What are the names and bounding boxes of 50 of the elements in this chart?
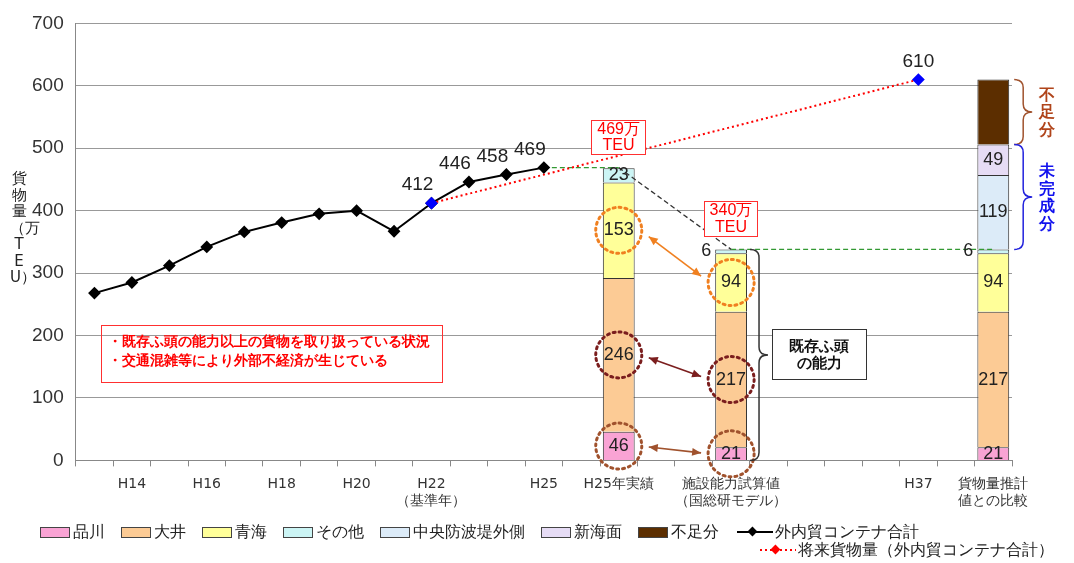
data-label: 23	[608, 164, 629, 185]
data-label: 217	[716, 368, 747, 389]
legend-label: 中央防波堤外側	[413, 521, 525, 543]
data-label: 94	[721, 271, 742, 292]
x-tick-label: H18	[267, 475, 296, 492]
data-label: 46	[608, 434, 629, 455]
y-tick-label: 100	[32, 386, 64, 408]
data-label: 21	[721, 442, 742, 463]
data-label: 610	[902, 49, 935, 71]
text: 不足分	[1038, 84, 1056, 139]
y-tick-label: 500	[32, 136, 64, 158]
annotation: 469万 TEU	[591, 119, 646, 156]
x-tick-label: H25	[529, 475, 559, 492]
data-label: 446	[439, 152, 471, 174]
data-label: 119	[978, 201, 1008, 222]
data-label: 49	[983, 148, 1004, 169]
y-tick-label: 700	[32, 11, 64, 33]
legend-label: 新海面	[574, 521, 622, 543]
legend-label: 外内貿コンテナ合計	[775, 521, 919, 542]
annotation: 既存ふ頭の能力	[772, 329, 867, 381]
data-label: 469	[514, 137, 546, 159]
legend-label: 大井	[154, 521, 186, 543]
annotation: ・既存ふ頭の能力以上の貨物を取り扱っている状況・交通混雑等により外部不経済が生じている	[107, 332, 430, 371]
legend-label: 不足分	[671, 521, 719, 543]
y-tick-label: 400	[32, 198, 64, 220]
data-label: 153	[603, 219, 634, 240]
text: 未完成分	[1038, 160, 1056, 233]
data-label: 21	[983, 442, 1004, 463]
x-tick-label: H25年実績	[583, 475, 654, 492]
x-tick-label: H37	[904, 475, 933, 492]
y-tick-label: 600	[32, 74, 64, 96]
x-tick-label: H22（基準年）	[396, 475, 467, 509]
annotation: 340万 TEU	[703, 201, 759, 237]
legend-label: その他	[316, 521, 364, 543]
x-tick-label: H16	[192, 475, 222, 492]
legend-label: 品川	[73, 521, 105, 543]
y-tick-label: 200	[32, 323, 64, 345]
x-tick-label: H14	[117, 475, 147, 492]
data-label: 217	[978, 368, 1009, 389]
data-label: 6	[701, 240, 712, 261]
data-label: 412	[401, 173, 434, 195]
data-label: 94	[983, 271, 1004, 292]
x-tick-label: H20	[342, 475, 371, 492]
y-tick-label: 0	[53, 448, 64, 470]
legend-label: 青海	[235, 521, 267, 543]
x-tick-label: 施設能力試算値（国総研モデル）	[675, 475, 788, 509]
data-label: 246	[603, 343, 634, 364]
legend-label: 将来貨物量（外内貿コンテナ合計）	[798, 539, 1054, 561]
data-label: 458	[476, 144, 509, 166]
x-tick-label: 貨物量推計値との比較	[958, 475, 1029, 509]
